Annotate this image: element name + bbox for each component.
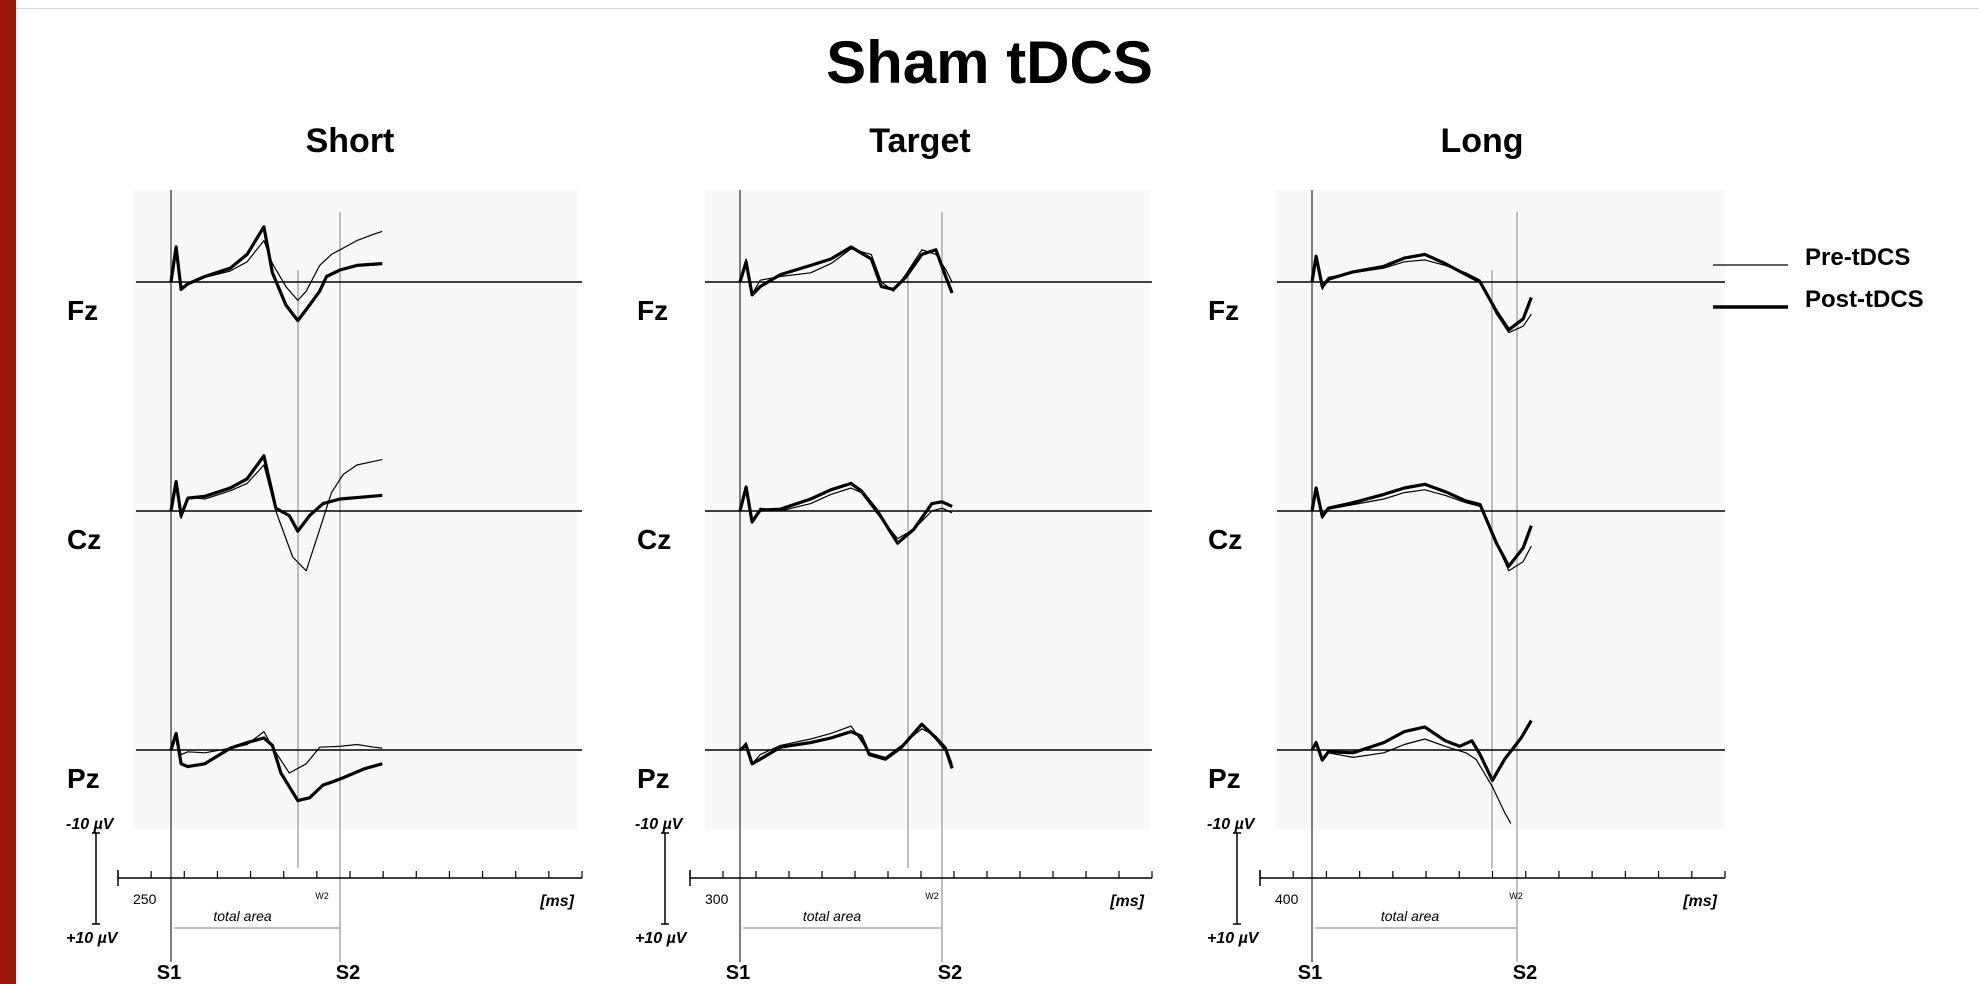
scale-bottom-label: +10 µV <box>66 930 119 947</box>
accent-bar <box>0 0 16 984</box>
s1-label: S1 <box>726 962 750 984</box>
unit-label: [ms] <box>1682 893 1717 910</box>
channel-label-fz: Fz <box>1208 295 1239 326</box>
post-tdcs-trace-cz <box>169 454 383 533</box>
legend: Pre-tDCS Post-tDCS <box>1713 244 1924 313</box>
scale-bottom-label: +10 µV <box>635 930 688 947</box>
s1-label: S1 <box>157 962 181 984</box>
post-tdcs-trace-cz <box>1310 482 1533 568</box>
panel-short: Short Fz Cz Pz -10 µV +10 µV 250 [ms] W2 total ar… <box>66 122 583 984</box>
scale-top-label: -10 µV <box>1207 816 1256 833</box>
post-tdcs-trace-fz <box>1310 252 1533 332</box>
scale-top-label: -10 µV <box>66 816 115 833</box>
total-area-label: total area <box>213 908 272 924</box>
panel-title: Short <box>306 122 395 160</box>
s2-label: S2 <box>336 962 360 984</box>
total-area-label: total area <box>1381 908 1440 924</box>
interval-label: 250 <box>133 891 157 907</box>
interval-label: 400 <box>1275 891 1299 907</box>
s2-label: S2 <box>938 962 962 984</box>
w2-label: W2 <box>925 891 939 901</box>
post-tdcs-trace-fz <box>738 245 954 297</box>
legend-label: Post-tDCS <box>1805 286 1924 313</box>
panel-background <box>133 190 578 830</box>
w2-label: W2 <box>1509 891 1523 901</box>
post-tdcs-trace-pz <box>739 722 954 769</box>
channel-label-pz: Pz <box>637 763 670 794</box>
channel-label-pz: Pz <box>1208 763 1241 794</box>
panel-long: Long Fz Cz Pz -10 µV +10 µV 400 [ms] W2 total are… <box>1207 122 1726 984</box>
scale-bar: -10 µV +10 µV <box>635 816 688 947</box>
figure-title: Sham tDCS <box>826 29 1153 96</box>
panel-title: Long <box>1440 122 1523 160</box>
scale-top-label: -10 µV <box>635 816 684 833</box>
channel-label-cz: Cz <box>1208 524 1242 555</box>
unit-label: [ms] <box>1109 893 1144 910</box>
pre-tdcs-trace-pz <box>170 730 383 774</box>
unit-label: [ms] <box>539 893 574 910</box>
panel-target: Target Fz Cz Pz -10 µV +10 µV 300 [ms] W2 total a… <box>635 122 1153 984</box>
interval-label: 300 <box>705 891 729 907</box>
panel-title: Target <box>869 122 970 160</box>
channel-label-fz: Fz <box>67 295 98 326</box>
channel-label-cz: Cz <box>67 524 101 555</box>
w2-label: W2 <box>315 891 329 901</box>
panel-background <box>1275 190 1725 830</box>
total-area-label: total area <box>803 908 862 924</box>
channel-label-fz: Fz <box>637 295 668 326</box>
post-tdcs-trace-pz <box>1310 719 1533 783</box>
top-rule <box>16 8 1979 9</box>
scale-bar: -10 µV +10 µV <box>66 816 119 947</box>
post-tdcs-trace-pz <box>169 731 383 803</box>
s1-label: S1 <box>1298 962 1322 984</box>
post-tdcs-trace-fz <box>169 225 383 323</box>
scale-bar: -10 µV +10 µV <box>1207 816 1260 947</box>
post-tdcs-trace-cz <box>738 481 953 545</box>
scale-bottom-label: +10 µV <box>1207 930 1260 947</box>
channel-label-cz: Cz <box>637 524 671 555</box>
s2-label: S2 <box>1513 962 1537 984</box>
channel-label-pz: Pz <box>67 763 100 794</box>
legend-label: Pre-tDCS <box>1805 244 1910 271</box>
